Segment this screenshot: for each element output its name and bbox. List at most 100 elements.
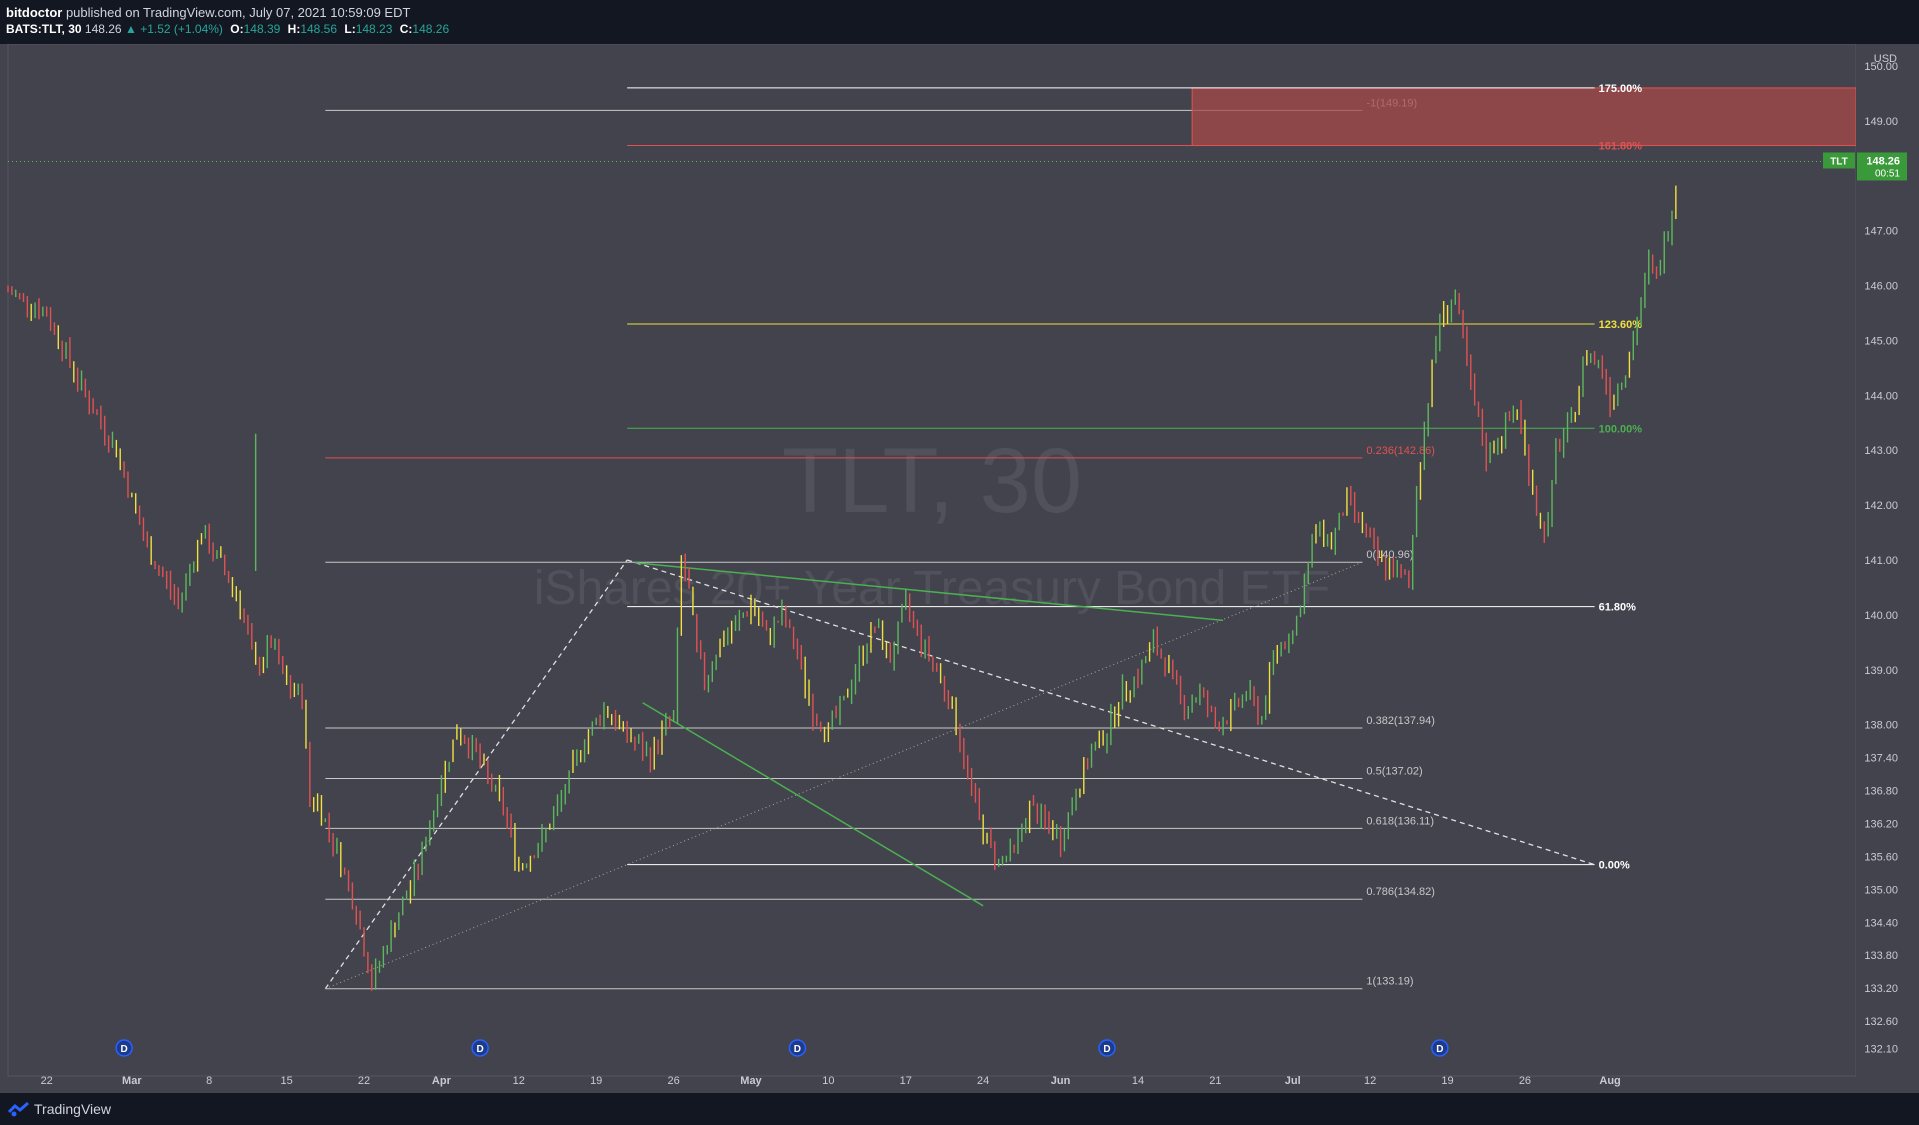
low-value: 148.23: [355, 22, 393, 36]
fib-extension-label: 61.80%: [1599, 602, 1637, 614]
up-arrow-icon: ▲: [124, 22, 137, 36]
price-axis[interactable]: USD 150.00149.00148.00147.00146.00145.00…: [1856, 44, 1919, 1076]
publisher-name[interactable]: bitdoctor: [6, 5, 63, 20]
time-tick-label: 26: [1519, 1075, 1531, 1087]
dividend-icon[interactable]: [788, 1039, 807, 1057]
tradingview-brand[interactable]: TradingView: [34, 1101, 112, 1117]
lower-wedge-line[interactable]: [642, 702, 984, 907]
plot-area: [7, 44, 1857, 1077]
last-price-value: 148.26: [1866, 155, 1900, 167]
dividend-icon[interactable]: [1431, 1039, 1449, 1057]
high-value: 148.56: [300, 22, 338, 36]
price-tick-label: 140.00: [1864, 610, 1898, 622]
price-tick-label: 145.00: [1864, 335, 1898, 347]
tradingview-logo-icon[interactable]: [8, 1101, 30, 1117]
price-tick-label: 139.00: [1864, 665, 1898, 677]
dotted-trendline[interactable]: [325, 561, 1363, 990]
time-tick-label: 21: [1209, 1075, 1221, 1087]
watermark-title: TLT, 30: [782, 430, 1082, 532]
price-tick-label: 137.40: [1864, 753, 1898, 765]
price-tick-label: 132.10: [1864, 1044, 1898, 1056]
price-tick-label: 150.00: [1864, 61, 1898, 73]
change-label: +1.52 (+1.04%): [140, 22, 223, 36]
price-tick-label: 138.00: [1864, 720, 1898, 732]
upper-wedge-line[interactable]: [634, 561, 1224, 622]
time-tick-label: May: [740, 1075, 762, 1087]
time-tick-label: 15: [280, 1075, 292, 1087]
fib-extension-label: 123.60%: [1599, 319, 1643, 331]
price-tick-label: 133.20: [1864, 983, 1898, 995]
price-tick-label: 133.80: [1864, 950, 1898, 962]
dividend-label: D: [1436, 1044, 1443, 1055]
dividend-icon[interactable]: [1098, 1039, 1116, 1057]
price-tick-label: 135.60: [1864, 851, 1898, 863]
price-tick-label: 144.00: [1864, 390, 1898, 402]
price-tick-label: 134.40: [1864, 917, 1898, 929]
low-label: L:: [344, 22, 356, 36]
dividend-icon[interactable]: [115, 1039, 133, 1057]
fib-retracement-label: 0.618(136.11): [1366, 815, 1434, 827]
time-tick-label: 24: [977, 1075, 989, 1087]
fib-extension-label: 175.00%: [1599, 83, 1643, 95]
bar-countdown: 00:51: [1875, 168, 1900, 179]
price-tick-label: 135.00: [1864, 884, 1898, 896]
publish-info: bitdoctor published on TradingView.com, …: [6, 5, 410, 20]
price-tick-label: 142.00: [1864, 500, 1898, 512]
footer-bar: TradingView: [0, 1093, 1919, 1125]
time-tick-label: 12: [513, 1075, 525, 1087]
dividend-label: D: [1103, 1044, 1110, 1055]
time-tick-label: 19: [590, 1075, 602, 1087]
currency-label: USD: [1874, 53, 1897, 65]
price-series: [7, 185, 1677, 991]
fib-extension-label: 100.00%: [1599, 423, 1643, 435]
dividend-label: D: [120, 1044, 127, 1055]
fib-extension-label: 161.80%: [1599, 141, 1643, 153]
close-label: C:: [399, 22, 413, 36]
last-price-symbol-badge: [1823, 152, 1855, 169]
time-tick-label: Jul: [1285, 1075, 1301, 1087]
close-value: 148.26: [412, 22, 450, 36]
ohlc-legend: BATS:TLT, 30 148.26 ▲ +1.52 (+1.04%) O:1…: [6, 22, 449, 36]
last-price-badge: [1857, 152, 1907, 181]
fib-retracement-label: 0.236(142.86): [1366, 445, 1435, 457]
dividend-label: D: [794, 1044, 801, 1055]
time-tick-label: 17: [900, 1075, 912, 1087]
price-tick-label: 147.00: [1864, 226, 1898, 238]
fib-drawings[interactable]: -1(149.19)0.236(142.86)0(140.96)0.382(13…: [325, 83, 1857, 990]
price-tick-label: 132.60: [1864, 1016, 1898, 1028]
price-tick-label: 141.00: [1864, 555, 1898, 567]
last-price-label: 148.26: [84, 22, 122, 36]
price-tick-label: 146.00: [1864, 281, 1898, 293]
time-tick-label: Apr: [432, 1075, 452, 1087]
time-tick-label: 22: [358, 1075, 370, 1087]
fib-retracement-label: 0.786(134.82): [1366, 886, 1435, 898]
fib-extension-label: 0.00%: [1599, 860, 1630, 872]
open-label: O:: [230, 22, 244, 36]
price-tick-label: 136.80: [1864, 786, 1898, 798]
time-tick-label: 14: [1132, 1075, 1144, 1087]
fib-retracement-label: 1(133.19): [1366, 976, 1413, 988]
high-label: H:: [287, 22, 301, 36]
target-zone-rect[interactable]: [1191, 87, 1857, 147]
price-chart[interactable]: TLT, 30 iShares 20+ Year Treasury Bond E…: [0, 44, 1919, 1093]
time-tick-label: 26: [667, 1075, 679, 1087]
dividend-icon[interactable]: [471, 1039, 489, 1057]
last-price-symbol: TLT: [1830, 156, 1848, 167]
published-text: published on TradingView.com, July 07, 2…: [65, 5, 411, 20]
time-tick-label: 10: [822, 1075, 834, 1087]
time-tick-label: 8: [206, 1075, 212, 1087]
symbol-label[interactable]: BATS:TLT, 30: [6, 22, 82, 36]
time-tick-label: 19: [1441, 1075, 1453, 1087]
time-tick-label: Jun: [1051, 1075, 1071, 1087]
fib-retracement-label: 0.5(137.02): [1366, 765, 1422, 777]
open-value: 148.39: [243, 22, 281, 36]
chart-header: bitdoctor published on TradingView.com, …: [0, 0, 1919, 44]
time-tick-label: Aug: [1599, 1075, 1620, 1087]
fib-swing-dashed-line[interactable]: [324, 559, 628, 990]
dividend-label: D: [476, 1044, 483, 1055]
time-tick-label: 22: [41, 1075, 53, 1087]
price-tick-label: 136.20: [1864, 818, 1898, 830]
time-axis[interactable]: 22 Mar 8 15 22 Apr 12 19 26 May 10 17 24 Jun 14 21 Jul 12…: [41, 1075, 1621, 1087]
